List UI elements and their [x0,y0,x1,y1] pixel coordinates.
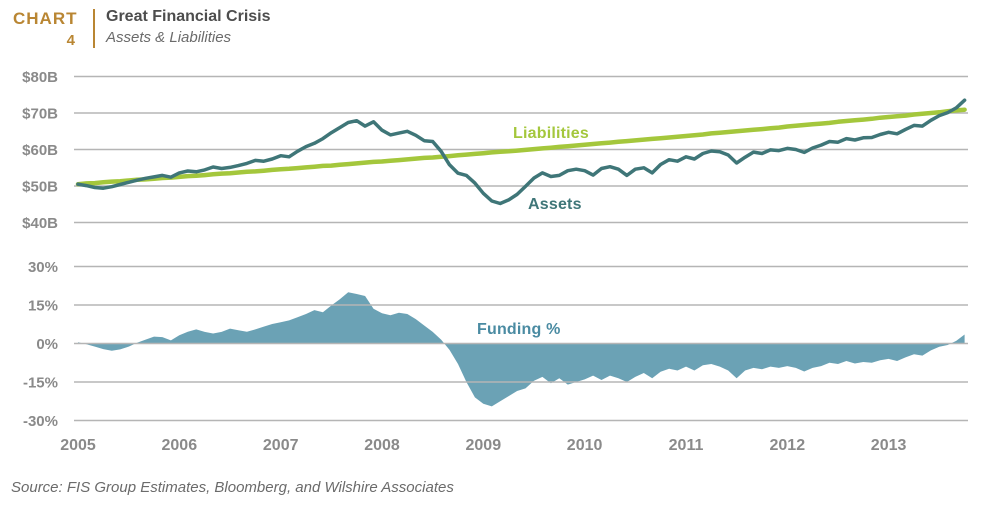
x-axis-year-label: 2009 [466,437,502,454]
y-axis-tick-label: $40B [22,215,58,232]
header-separator [93,9,95,48]
funding-area [78,292,965,407]
y-axis-tick-label: $60B [22,142,58,159]
source-note: Source: FIS Group Estimates, Bloomberg, … [11,479,454,496]
chart-badge-number: 4 [66,32,75,49]
funding--label: Funding % [477,321,561,338]
liabilities-line [75,107,967,187]
x-axis-year-label: 2006 [162,437,198,454]
x-axis-year-label: 2012 [770,437,806,454]
assets-label: Assets [528,196,582,213]
chart-badge-label: CHART [13,9,78,28]
y-axis-tick-label: $80B [22,69,58,86]
x-axis-year-label: 2007 [263,437,299,454]
assets-liabilities-funding-chart: $80B $70B $60B $50B $40B 30% 15% 0% -15% -30%2005… [22,69,968,454]
y-axis-tick-label: $50B [22,179,58,196]
page-subtitle: Assets & Liabilities [106,29,232,46]
y-axis-tick-label: 30% [28,259,58,276]
header-titles: Great Financial Crisis Assets & Liabilit… [106,8,271,46]
y-axis-tick-label: -30% [23,413,58,430]
y-axis-tick-label: 15% [28,298,58,315]
x-axis-year-label: 2005 [60,437,96,454]
x-axis-year-label: 2010 [567,437,603,454]
x-axis-year-label: 2011 [669,437,704,454]
chart-badge: CHART 4 [13,9,78,49]
x-axis-year-label: 2008 [364,437,400,454]
page-title: Great Financial Crisis [106,8,271,25]
y-axis-tick-label: -15% [23,375,58,392]
y-axis-tick-label: $70B [22,106,58,123]
y-axis-tick-label: 0% [36,336,58,353]
liabilities-label: Liabilities [513,125,589,142]
x-axis-year-label: 2013 [871,437,907,454]
assets-line [76,98,967,206]
